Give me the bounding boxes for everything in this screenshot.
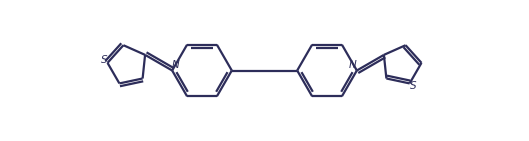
Text: S: S bbox=[409, 81, 416, 91]
Text: S: S bbox=[101, 55, 107, 65]
Text: N: N bbox=[349, 60, 357, 70]
Text: N: N bbox=[172, 60, 180, 70]
